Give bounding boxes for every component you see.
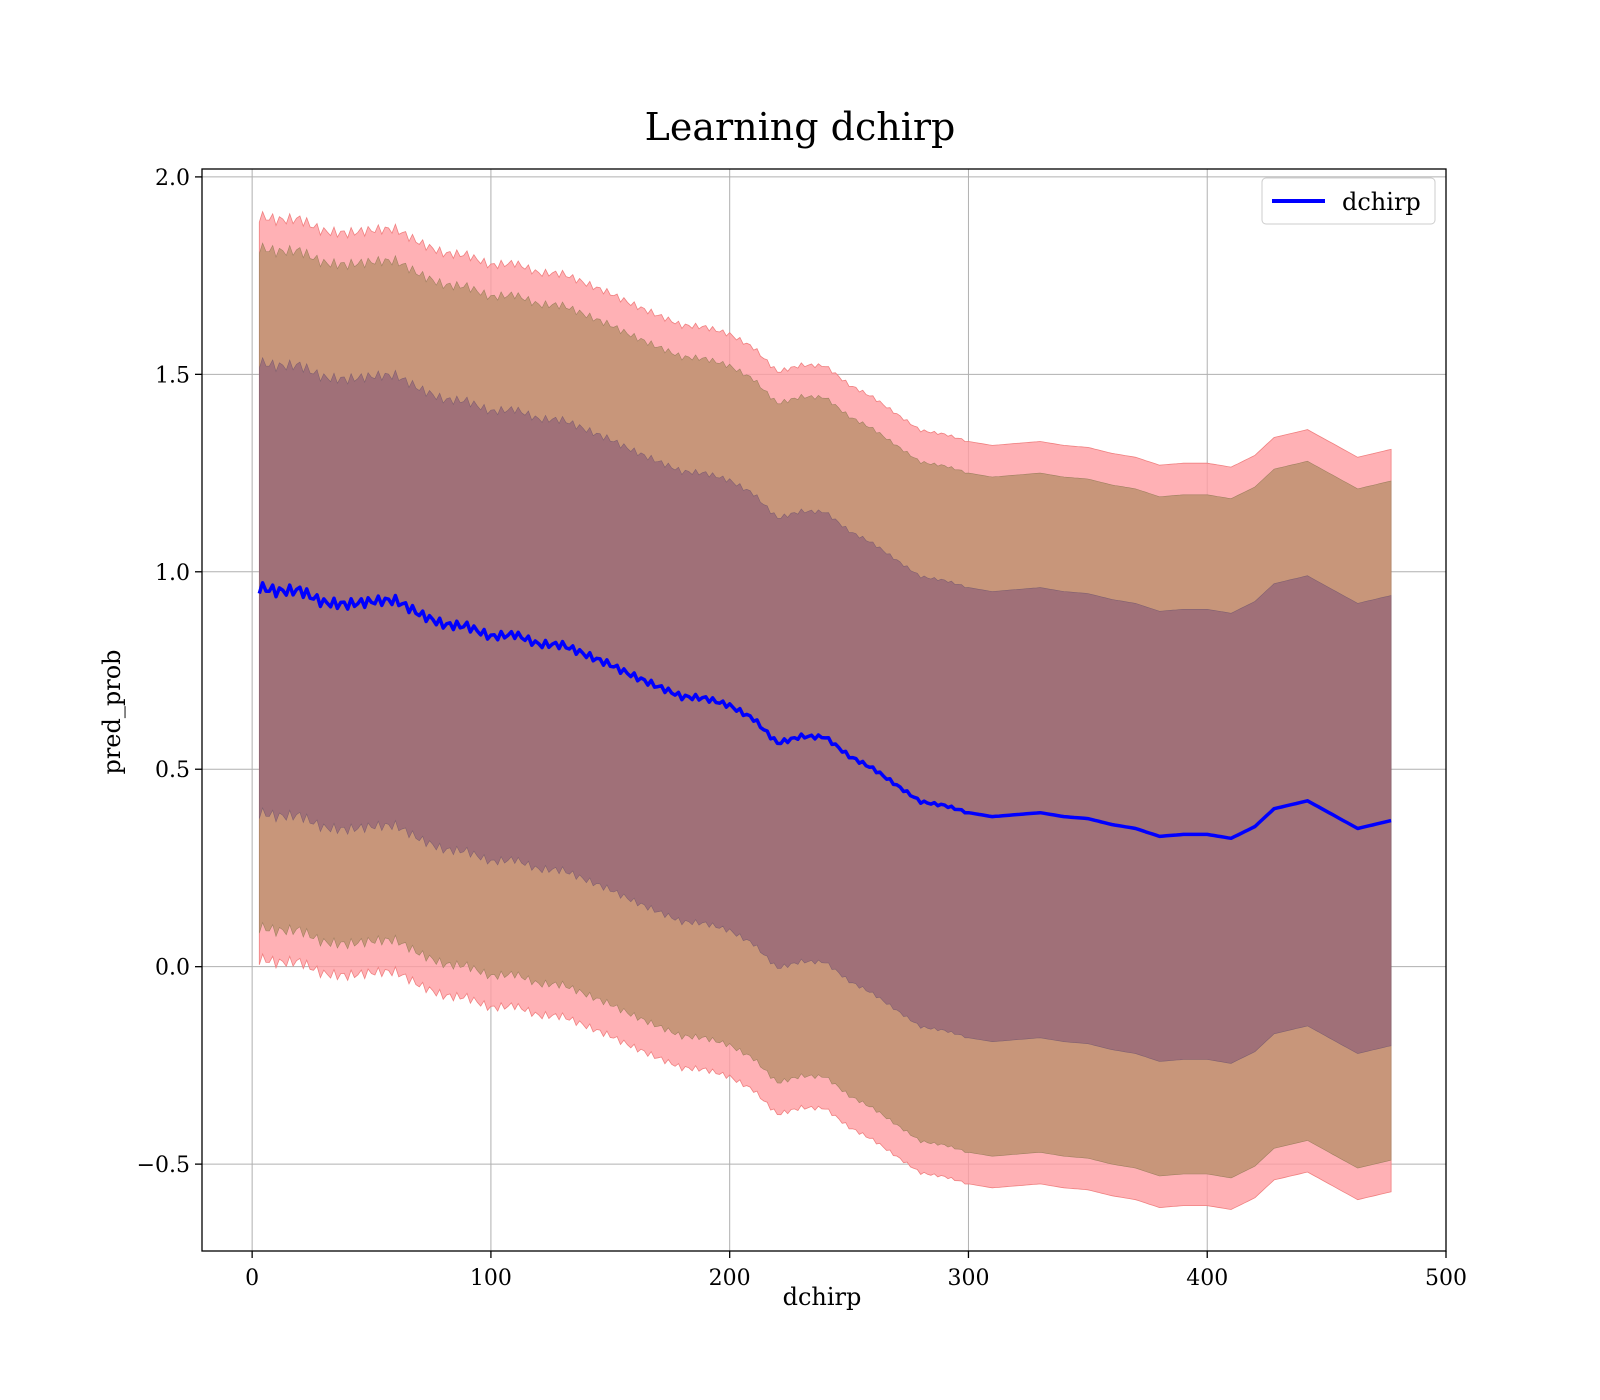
y-tick-label: −0.5 <box>137 1153 190 1178</box>
plot-area <box>201 168 1447 1252</box>
series-line-dchirp <box>257 581 1392 841</box>
x-tick-label: 200 <box>709 1266 751 1291</box>
legend: dchirp <box>1261 177 1436 225</box>
band-inner <box>259 356 1392 1064</box>
x-axis-ticks: 0 100 200 300 400 500 <box>245 1251 1467 1291</box>
series-lines <box>257 581 1392 841</box>
legend-box <box>1261 177 1436 225</box>
y-tick-label: 0.5 <box>155 758 190 783</box>
y-tick-label: 1.5 <box>155 363 190 388</box>
legend-entry-dchirp: dchirp <box>1342 188 1421 216</box>
chart-title: Learning dchirp <box>645 105 956 149</box>
x-tick-label: 300 <box>947 1266 989 1291</box>
x-tick-label: 400 <box>1186 1266 1228 1291</box>
plot-frame <box>201 168 1447 1252</box>
x-axis-label: dchirp <box>783 1283 862 1311</box>
x-tick-label: 0 <box>245 1266 259 1291</box>
x-tick-label: 500 <box>1425 1266 1467 1291</box>
y-tick-label: 1.0 <box>155 561 190 586</box>
y-tick-label: 0.0 <box>155 956 190 981</box>
y-axis-ticks: −0.5 0.0 0.5 1.0 1.5 2.0 <box>137 166 202 1178</box>
y-axis-label: pred_prob <box>98 649 126 774</box>
y-tick-label: 2.0 <box>155 166 190 191</box>
confidence-bands <box>258 210 1392 1210</box>
x-tick-label: 100 <box>470 1266 512 1291</box>
